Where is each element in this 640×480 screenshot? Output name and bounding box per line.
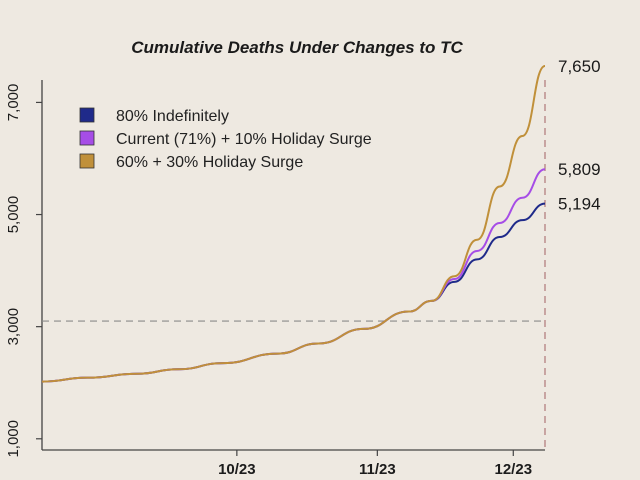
y-tick-label: 1,000 xyxy=(5,420,22,458)
y-tick-label: 5,000 xyxy=(5,196,22,234)
x-tick-label: 10/23 xyxy=(218,461,256,478)
end-value-label: 5,809 xyxy=(558,160,601,179)
end-value-label: 7,650 xyxy=(558,57,601,76)
y-tick-label: 7,000 xyxy=(5,84,22,122)
legend-label: Current (71%) + 10% Holiday Surge xyxy=(116,131,372,148)
legend-label: 80% Indefinitely xyxy=(116,108,229,125)
legend-swatch xyxy=(79,153,95,169)
legend: 80% Indefinitely Current (71%) + 10% Holi… xyxy=(79,107,372,171)
x-tick-label: 11/23 xyxy=(359,461,396,478)
end-labels: 5,194 5,809 7,650 xyxy=(558,57,601,214)
legend-swatch xyxy=(79,107,95,123)
legend-swatch xyxy=(79,130,95,146)
x-tick-label: 12/23 xyxy=(495,461,533,478)
series-line-0 xyxy=(41,202,546,383)
legend-label: 60% + 30% Holiday Surge xyxy=(116,154,303,171)
end-value-label: 5,194 xyxy=(558,195,601,214)
x-ticks: 10/23 11/23 12/23 xyxy=(218,450,532,478)
reference-lines xyxy=(42,80,546,450)
series-line-2 xyxy=(41,64,546,383)
chart-title: Cumulative Deaths Under Changes to TC xyxy=(131,38,463,57)
series-lines xyxy=(41,64,546,383)
y-tick-label: 3,000 xyxy=(5,308,22,346)
y-ticks: 1,000 3,000 5,000 7,000 xyxy=(5,84,42,458)
